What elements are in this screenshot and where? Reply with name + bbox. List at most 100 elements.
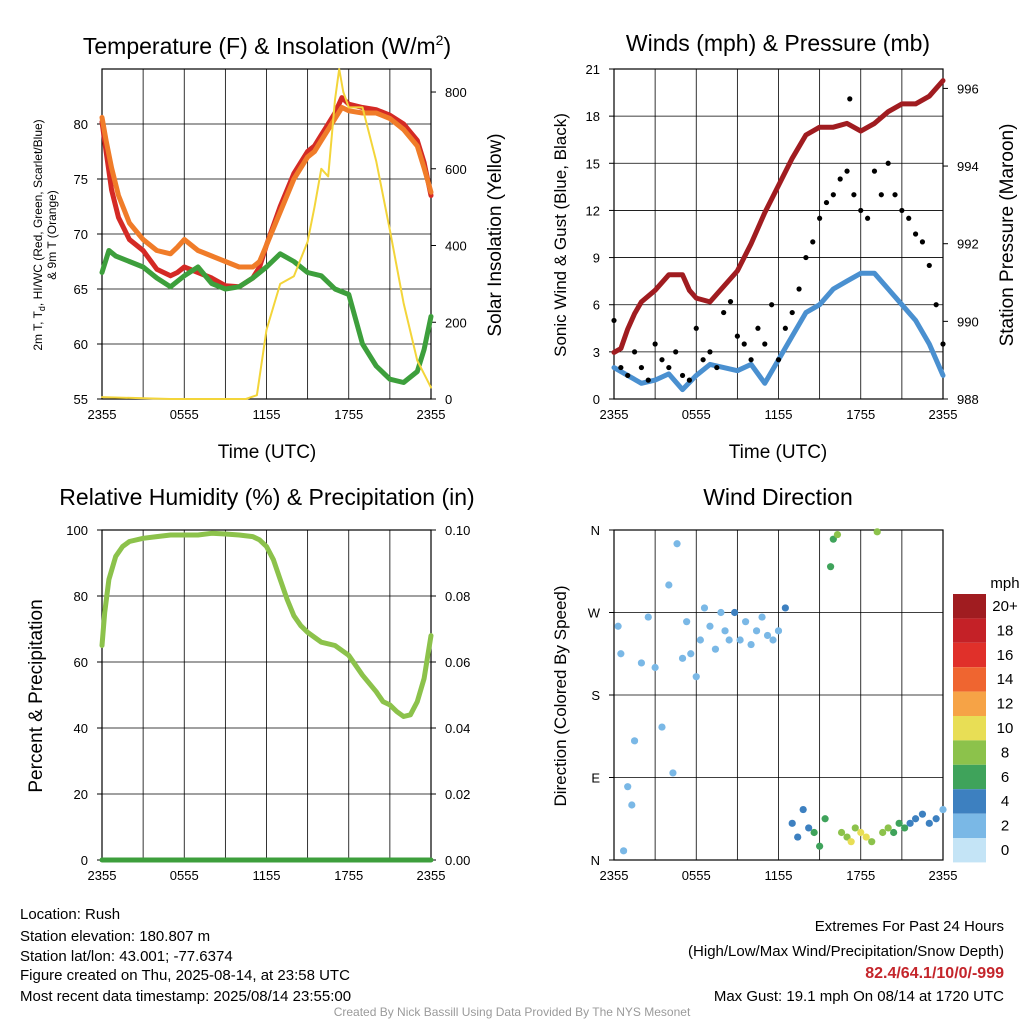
p3-direction-point — [696, 636, 704, 644]
temp-title: Temperature (F) & Insolation (W/m2) — [83, 32, 451, 59]
p1-gust-point — [652, 341, 658, 347]
p1-gust-point — [844, 168, 850, 174]
p3-direction-point — [925, 819, 933, 827]
legend-label: 18 — [997, 622, 1014, 639]
info-location: Location: Rush — [20, 906, 121, 923]
p3-direction-point — [665, 581, 673, 589]
p1-gust-point — [659, 357, 665, 363]
p1-gust-point — [741, 341, 747, 347]
p3-direction-point — [673, 540, 681, 548]
wdir-ylabel-left: Direction (Colored By Speed) — [551, 585, 570, 806]
p1-gust-point — [625, 372, 631, 379]
p3-direction-point — [837, 828, 846, 837]
p3-direction-point — [906, 819, 914, 827]
p1-y-tick-label: 12 — [586, 203, 600, 218]
p2-y-right-tick-label: 0.04 — [445, 721, 470, 736]
p3-direction-point — [700, 604, 709, 612]
p1-gust-point — [769, 302, 775, 308]
p1-gust-point — [858, 207, 864, 214]
legend-label: 16 — [997, 647, 1014, 664]
p3-direction-point — [781, 604, 789, 612]
p1-gust-point — [926, 262, 932, 269]
p3-direction-point — [895, 819, 903, 827]
p3-direction-point — [799, 805, 807, 814]
p1-gust-point — [899, 207, 905, 214]
p3-direction-point — [637, 659, 646, 667]
p3-direction-point — [651, 663, 659, 672]
temp-ylabel-left-1: 2m T, Td, HI/WC (Red, Green, Scarlet/Blu… — [31, 119, 47, 350]
legend-swatch — [953, 813, 986, 838]
p3-direction-point — [752, 627, 761, 635]
p3-x-tick-label: 0555 — [682, 868, 711, 883]
p1-gust-point — [673, 349, 679, 355]
p1-gust-point — [714, 364, 720, 371]
p0-y-tick-label: 75 — [74, 172, 88, 187]
p3-direction-point — [678, 654, 687, 662]
legend-swatch — [953, 764, 986, 790]
p3-direction-point — [794, 833, 802, 841]
p1-gust-point — [686, 377, 692, 383]
winds-xlabel: Time (UTC) — [729, 442, 828, 463]
p3-direction-point — [821, 815, 829, 823]
p3-y-tick-label: S — [591, 688, 600, 703]
p3-direction-point — [758, 613, 766, 621]
p2-y-tick-label: 80 — [74, 589, 88, 604]
p1-y-tick-label: 9 — [593, 251, 600, 266]
p3-direction-point — [747, 640, 755, 649]
temp-ylabel-left-2: & 9m T (Orange) — [45, 190, 59, 280]
p0-series-line-3 — [101, 68, 432, 400]
p2-y-right-tick-label: 0.00 — [445, 853, 470, 868]
legend-label: 14 — [997, 671, 1014, 688]
p3-direction-point — [687, 650, 695, 658]
p3-direction-point — [890, 828, 898, 837]
p1-gust-point — [892, 192, 898, 198]
p1-gust-point — [823, 199, 830, 206]
p2-y-tick-label: 100 — [66, 523, 88, 538]
p2-x-tick-label: 2355 — [88, 868, 117, 883]
legend-swatch — [953, 838, 986, 863]
extremes-subheading: (High/Low/Max Wind/Precipitation/Snow De… — [688, 943, 1004, 960]
p1-gust-point — [748, 357, 754, 363]
p3-direction-point — [769, 636, 777, 644]
p3-direction-point — [619, 847, 628, 855]
p2-y-right-tick-label: 0.06 — [445, 655, 470, 670]
p1-y-right-tick-label: 994 — [957, 159, 979, 174]
p3-direction-point — [829, 535, 837, 543]
p0-y-tick-label: 70 — [74, 227, 88, 242]
temp-xlabel: Time (UTC) — [218, 442, 317, 463]
p3-direction-point — [868, 838, 876, 846]
p1-gust-point — [912, 231, 919, 237]
chart-marks: 2355 0555 1155 1755 235555606570758002004006… — [66, 62, 1018, 883]
p1-gust-point — [919, 239, 926, 245]
p1-gust-point — [940, 341, 946, 347]
p0-y-right-tick-label: 400 — [445, 239, 467, 254]
p1-y-tick-label: 15 — [586, 156, 600, 171]
p1-y-right-tick-label: 996 — [957, 81, 979, 96]
p3-x-tick-label: 1155 — [765, 868, 793, 883]
legend-swatch — [953, 594, 986, 619]
p0-y-tick-label: 65 — [74, 282, 88, 297]
p3-direction-point — [692, 673, 700, 681]
p0-series-line-1 — [99, 105, 434, 270]
p3-direction-point — [628, 801, 636, 809]
p3-direction-point — [669, 769, 677, 777]
p1-gust-point — [638, 364, 645, 371]
p1-gust-point — [906, 215, 912, 221]
p2-y-right-tick-label: 0.02 — [445, 787, 470, 802]
p2-y-tick-label: 40 — [74, 721, 88, 736]
p1-gust-point — [727, 298, 734, 305]
p1-x-tick-label: 2355 — [929, 407, 958, 422]
p0-x-tick-label: 2355 — [88, 407, 117, 422]
p0-x-tick-label: 1155 — [253, 407, 281, 422]
p0-y-right-tick-label: 800 — [445, 85, 467, 100]
legend-swatch — [953, 740, 986, 765]
p1-gust-point — [803, 254, 809, 261]
legend-label: 10 — [997, 720, 1014, 737]
legend-swatch — [953, 667, 986, 692]
p3-direction-point — [630, 737, 639, 745]
winds-ylabel-left: Sonic Wind & Gust (Blue, Black) — [551, 113, 570, 357]
p3-direction-point — [721, 627, 729, 635]
p1-x-tick-label: 0555 — [682, 407, 711, 422]
p3-y-tick-label: E — [591, 771, 600, 786]
p1-gust-point — [810, 239, 816, 245]
